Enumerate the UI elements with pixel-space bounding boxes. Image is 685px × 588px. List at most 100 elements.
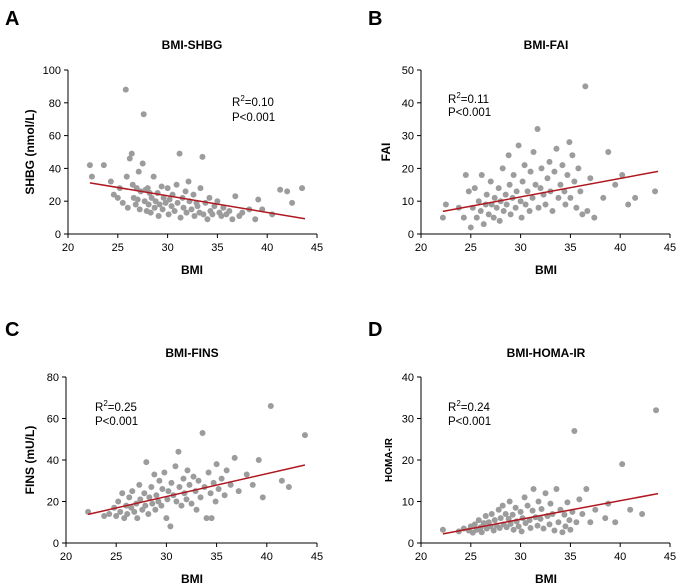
data-point-c (197, 494, 204, 501)
data-point-d (496, 525, 503, 532)
data-point-d (502, 510, 509, 517)
data-point-b (442, 201, 449, 208)
data-point-d (564, 499, 571, 506)
data-point-b (549, 208, 556, 215)
chart-title-d: BMI-HOMA-IR (507, 346, 586, 360)
data-point-b (529, 194, 536, 201)
p-value-b: P<0.001 (448, 107, 491, 119)
regression-line-b (442, 170, 659, 213)
data-point-d (559, 529, 566, 536)
data-point-d (510, 526, 517, 533)
x-tick-label-d: 25 (465, 551, 477, 563)
data-point-a (182, 188, 189, 195)
chart-title-b: BMI-FAI (524, 38, 569, 52)
data-point-a (151, 204, 158, 211)
data-point-d (546, 521, 553, 528)
data-point-a (164, 185, 171, 192)
data-point-a (299, 185, 306, 192)
regression-line-c (87, 464, 306, 516)
data-point-a (136, 206, 143, 213)
data-point-b (535, 204, 542, 211)
data-point-d (439, 526, 446, 533)
data-point-d (475, 517, 482, 524)
data-point-d (538, 505, 545, 512)
data-point-b (559, 162, 566, 169)
x-tick-label-b: 25 (465, 242, 477, 254)
data-point-d (612, 519, 619, 526)
data-point-a (206, 194, 213, 201)
data-point-b (569, 152, 576, 159)
data-point-b (485, 211, 492, 218)
data-point-c (175, 448, 182, 455)
data-point-a (140, 111, 147, 118)
data-point-d (506, 498, 513, 505)
data-point-b (553, 145, 560, 152)
data-point-b (507, 211, 514, 218)
data-point-d (503, 524, 510, 531)
data-point-c (155, 498, 162, 505)
x-tick-label-b: 40 (614, 242, 626, 254)
data-point-b (555, 194, 562, 201)
x-tick-label-b: 20 (415, 242, 427, 254)
data-point-b (530, 149, 537, 155)
x-tick-label-c: 45 (311, 551, 323, 563)
y-tick-label-b: 20 (402, 163, 414, 175)
data-point-a (168, 203, 175, 210)
data-point-b (490, 214, 497, 221)
x-tick-label-b: 45 (664, 242, 676, 254)
p-value-c: P<0.001 (95, 416, 138, 428)
data-point-b (471, 185, 478, 192)
data-point-d (512, 504, 519, 511)
data-point-d (471, 521, 478, 528)
data-point-a (200, 211, 207, 218)
data-point-c (113, 513, 120, 520)
data-point-c (190, 473, 197, 480)
y-tick-label-d: 30 (402, 414, 414, 426)
data-point-c (208, 515, 215, 522)
data-point-d (521, 494, 528, 501)
data-point-d (571, 427, 578, 434)
data-point-b (562, 201, 569, 208)
r-squared-a: R2=0.10 (232, 94, 274, 109)
data-point-a (180, 204, 187, 211)
data-point-b (564, 171, 571, 178)
data-point-b (619, 171, 626, 178)
data-point-c (129, 488, 136, 495)
data-point-b (600, 194, 607, 201)
data-point-b (503, 201, 510, 208)
data-point-d (639, 510, 646, 517)
data-point-c (212, 498, 219, 505)
data-point-c (121, 515, 128, 522)
data-point-c (131, 508, 138, 515)
data-point-a (139, 160, 146, 167)
panel-letter-a: A (5, 8, 19, 30)
data-point-b (573, 204, 580, 211)
data-point-c (184, 467, 191, 474)
data-point-b (519, 178, 526, 185)
data-point-c (151, 471, 158, 478)
data-point-c (249, 481, 256, 488)
data-point-a (141, 198, 148, 205)
data-point-d (551, 527, 558, 534)
data-point-b (575, 165, 582, 172)
data-point-c (180, 475, 187, 482)
data-point-b (527, 168, 534, 175)
data-point-c (205, 469, 212, 476)
data-point-b (561, 188, 568, 195)
data-point-b (496, 217, 503, 224)
data-point-b (537, 185, 544, 192)
data-point-a (133, 185, 140, 192)
data-point-b (480, 221, 487, 228)
data-point-c (195, 477, 202, 484)
data-point-c (178, 502, 185, 509)
r-squared-b: R2=0.11 (448, 91, 489, 106)
data-point-a (135, 168, 142, 175)
data-point-b (467, 224, 474, 231)
data-point-b (521, 162, 528, 169)
y-tick-label-c: 40 (47, 455, 59, 467)
y-tick-label-d: 10 (402, 497, 414, 509)
data-point-b (652, 188, 659, 195)
data-point-b (462, 171, 469, 178)
data-point-a (197, 185, 204, 192)
data-point-a (255, 196, 262, 203)
